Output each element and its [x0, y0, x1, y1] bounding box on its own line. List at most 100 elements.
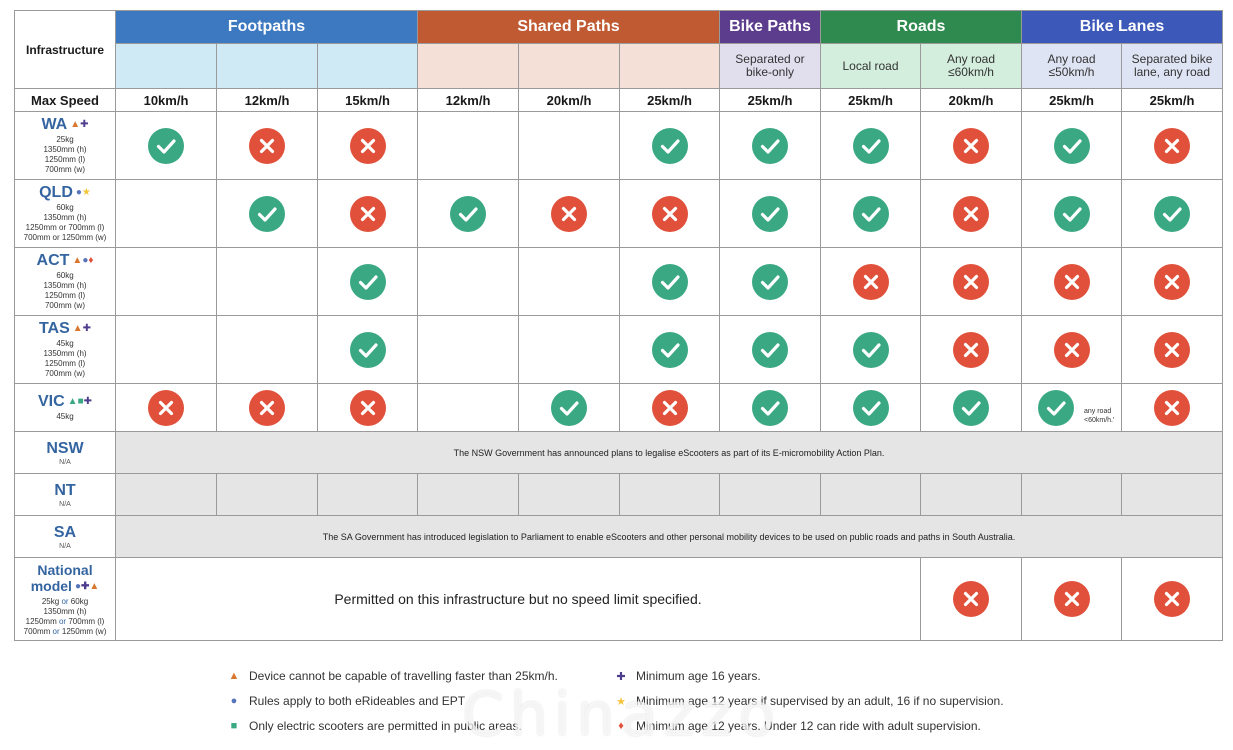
check-icon — [752, 263, 788, 300]
state-row-sa: SA N/A The SA Government has introduced le… — [14, 515, 1224, 558]
status-cell — [920, 383, 1022, 432]
status-cell — [619, 179, 720, 248]
cross-icon — [349, 389, 386, 426]
spec-line: 60kg — [56, 203, 74, 212]
check-icon — [148, 127, 184, 164]
subheader-cell — [619, 43, 720, 89]
cross-icon — [1053, 331, 1090, 368]
check-icon — [651, 127, 688, 164]
na-label: N/A — [59, 458, 71, 466]
subheader-cell: Separated or bike-only — [719, 43, 821, 89]
check-icon — [651, 331, 688, 368]
status-cell — [1021, 557, 1122, 641]
category-footpaths: Footpaths — [115, 10, 418, 44]
national-line2: model — [30, 577, 72, 594]
watermark: Chinazzo — [462, 680, 782, 750]
sa-banner: The SA Government has introduced legisla… — [114, 515, 1224, 558]
status-cell — [216, 111, 318, 180]
na-label: N/A — [59, 542, 71, 550]
star-yellow-icon: ★ — [81, 187, 91, 198]
state-heading: VIC ▲■✚ — [15, 393, 115, 411]
empty-cell — [216, 473, 318, 516]
status-cell — [417, 383, 519, 432]
empty-cell — [619, 473, 720, 516]
category-roads: Roads — [820, 10, 1022, 44]
subheader-cell: Any road ≤60km/h — [920, 43, 1022, 89]
cross-icon — [953, 331, 989, 368]
status-cell — [518, 111, 620, 180]
speed-cell: 20km/h — [518, 88, 620, 112]
empty-cell — [115, 473, 217, 516]
empty-cell — [1120, 473, 1224, 516]
spec-line: 700mm (w) — [44, 301, 85, 310]
speed-cell: 25km/h — [1120, 88, 1224, 112]
status-cell — [719, 179, 821, 248]
check-icon — [1154, 195, 1190, 232]
state-name: QLD — [39, 184, 73, 201]
status-cell — [115, 111, 217, 180]
speed-cell: 25km/h — [1021, 88, 1122, 112]
cross-icon — [1154, 127, 1190, 164]
spec-line: 1250mm or 700mm (l) — [15, 617, 115, 627]
status-cell — [417, 315, 519, 384]
status-cell — [518, 247, 620, 316]
cross-purple-icon: ✚ — [616, 670, 626, 683]
status-cell — [820, 315, 921, 384]
empty-cell — [518, 473, 620, 516]
cross-icon — [1154, 331, 1190, 368]
status-cell — [1021, 315, 1122, 384]
spec-line: 700mm (w) — [44, 165, 85, 174]
triangle-orange-icon: ▲ — [228, 670, 240, 682]
spec-line: 700mm or 1250mm (w) — [23, 233, 107, 242]
subheader-cell — [115, 43, 217, 89]
cross-icon — [249, 127, 285, 164]
state-cell: QLD ●★ 60kg 1350mm (h) 1250mm or 700mm (l) 70… — [14, 179, 116, 248]
spec-line: 1350mm (h) — [43, 281, 87, 290]
category-row: Infrastructure Footpaths Shared Paths Bike … — [14, 10, 1224, 89]
subheader-cell: Separated bike lane, any road — [1120, 43, 1224, 89]
status-cell — [417, 179, 519, 248]
max-speed-label: Max Speed — [14, 88, 116, 112]
empty-cell — [920, 473, 1022, 516]
spec-line: 45kg — [56, 412, 74, 421]
na-label: N/A — [59, 500, 71, 508]
state-cell: SA N/A — [14, 515, 116, 558]
status-cell — [317, 111, 418, 180]
check-icon — [349, 331, 386, 368]
check-icon — [752, 127, 788, 164]
cross-icon — [852, 263, 889, 300]
status-cell — [518, 179, 620, 248]
cross-purple-icon: ✚ — [83, 396, 92, 407]
empty-cell — [417, 473, 519, 516]
status-cell — [719, 247, 821, 316]
check-icon — [852, 331, 889, 368]
state-name: NSW — [46, 439, 84, 457]
cross-icon — [1154, 263, 1190, 300]
state-specs: 60kg 1350mm (h) 1250mm or 700mm (l) 700mm o… — [15, 203, 115, 243]
state-name: National model ●✚▲ — [31, 562, 100, 595]
diamond-red-icon: ♦ — [618, 720, 624, 732]
check-icon — [551, 389, 587, 426]
check-icon — [651, 263, 688, 300]
state-symbols: ●★ — [76, 187, 91, 198]
state-symbols: ▲■✚ — [68, 396, 92, 407]
empty-cell — [719, 473, 821, 516]
triangle-orange-icon: ▲ — [70, 119, 81, 130]
subheader-cell — [216, 43, 318, 89]
status-cell — [1120, 247, 1224, 316]
state-heading: TAS ▲✚ — [15, 320, 115, 338]
spec-value: 25kg — [41, 596, 60, 606]
legend-item: ● Rules apply to both eRideables and EPT — [228, 694, 465, 708]
state-specs: 45kg — [15, 412, 115, 422]
status-cell — [317, 179, 418, 248]
cross-icon — [1053, 581, 1090, 617]
state-row-act: ACT ▲●♦ 60kg 1350mm (h) 1250mm (l) 700mm (w) — [14, 247, 1224, 316]
status-cell — [115, 179, 217, 248]
legend-text: Rules apply to both eRideables and EPT — [249, 694, 466, 708]
spec-line: 1250mm (l) — [44, 291, 86, 300]
cross-purple-icon: ✚ — [80, 119, 89, 130]
state-name: VIC — [37, 393, 65, 410]
empty-cell — [1021, 473, 1122, 516]
speed-cell: 12km/h — [216, 88, 318, 112]
state-specs: 25kg 1350mm (h) 1250mm (l) 700mm (w) — [15, 135, 115, 175]
